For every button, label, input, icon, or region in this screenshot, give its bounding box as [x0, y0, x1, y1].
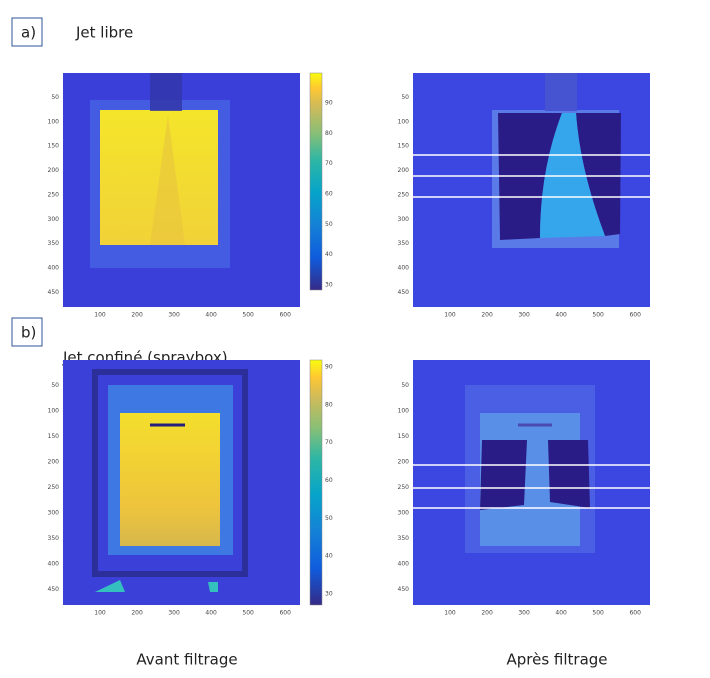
colorbar-tick-label: 30	[325, 282, 333, 289]
y-tick-label: 150	[48, 433, 60, 440]
y-tick-label: 350	[398, 535, 410, 542]
y-tick-label: 200	[398, 167, 410, 174]
filtered-map	[413, 360, 650, 605]
y-tick-label: 250	[398, 484, 410, 491]
colorbar-tick-label: 90	[325, 100, 333, 107]
y-tick-label: 100	[398, 408, 410, 415]
y-tick-label: 450	[398, 289, 410, 296]
y-tick-label: 50	[51, 382, 59, 389]
colorbar-tick-label: 60	[325, 191, 333, 198]
x-tick-label: 400	[555, 610, 567, 617]
y-tick-label: 200	[48, 167, 60, 174]
panel-label: b)	[21, 324, 36, 342]
x-tick-label: 100	[444, 312, 456, 319]
label-box	[11, 317, 43, 347]
x-tick-label: 500	[592, 610, 604, 617]
y-tick-label: 50	[401, 94, 409, 101]
y-tick-label: 200	[48, 459, 60, 466]
y-tick-label: 350	[48, 240, 60, 247]
x-tick-label: 100	[444, 610, 456, 617]
profile-label: H2	[683, 477, 704, 495]
x-tick-label: 600	[279, 610, 291, 617]
y-tick-label: 250	[398, 191, 410, 198]
colorbar-tick-label: 30	[325, 591, 333, 598]
y-tick-label: 450	[398, 586, 410, 593]
profile-label: H3	[693, 186, 710, 204]
colorbar-tick-label: 50	[325, 221, 333, 228]
y-tick-label: 350	[48, 535, 60, 542]
x-tick-label: 600	[629, 312, 641, 319]
y-tick-label: 100	[398, 118, 410, 125]
y-tick-label: 300	[48, 510, 60, 517]
panel-label: a)	[21, 24, 36, 42]
colorbar-tick-label: 60	[325, 477, 333, 484]
heatmap	[63, 73, 300, 307]
x-tick-label: 400	[205, 312, 217, 319]
x-tick-label: 100	[94, 312, 106, 319]
x-tick-label: 500	[242, 312, 254, 319]
y-tick-label: 400	[398, 561, 410, 568]
y-tick-label: 300	[398, 216, 410, 223]
y-tick-label: 250	[48, 191, 60, 198]
x-tick-label: 200	[131, 312, 143, 319]
colorbar	[309, 72, 323, 291]
y-tick-label: 250	[48, 484, 60, 491]
y-tick-label: 300	[48, 216, 60, 223]
colorbar-tick-label: 80	[325, 401, 333, 408]
y-tick-label: 50	[401, 382, 409, 389]
y-tick-label: 50	[51, 94, 59, 101]
caption: Après filtrage	[506, 651, 607, 669]
x-tick-label: 200	[131, 610, 143, 617]
label-box	[11, 17, 43, 47]
colorbar	[309, 359, 323, 606]
x-tick-label: 300	[168, 610, 180, 617]
y-tick-label: 150	[398, 143, 410, 150]
profile-label: H1	[683, 454, 704, 472]
x-tick-label: 200	[481, 610, 493, 617]
y-tick-label: 300	[398, 510, 410, 517]
x-tick-label: 300	[168, 312, 180, 319]
colorbar-tick-label: 90	[325, 364, 333, 371]
x-tick-label: 600	[629, 610, 641, 617]
y-tick-label: 200	[398, 459, 410, 466]
colorbar-tick-label: 80	[325, 130, 333, 137]
y-tick-label: 450	[48, 586, 60, 593]
x-tick-label: 300	[518, 312, 530, 319]
y-tick-label: 100	[48, 408, 60, 415]
x-tick-label: 100	[94, 610, 106, 617]
x-tick-label: 300	[518, 610, 530, 617]
colorbar-tick-label: 70	[325, 439, 333, 446]
heatmap	[63, 360, 300, 605]
x-tick-label: 200	[481, 312, 493, 319]
x-tick-label: 400	[555, 312, 567, 319]
colorbar-tick-label: 40	[325, 553, 333, 560]
y-tick-label: 400	[48, 265, 60, 272]
y-tick-label: 400	[398, 265, 410, 272]
y-tick-label: 150	[48, 143, 60, 150]
x-tick-label: 400	[205, 610, 217, 617]
filtered-map	[413, 73, 650, 307]
profile-label: H1	[693, 144, 710, 162]
x-tick-label: 600	[279, 312, 291, 319]
profile-label: H2	[693, 165, 710, 183]
x-tick-label: 500	[592, 312, 604, 319]
colorbar-tick-label: 50	[325, 515, 333, 522]
y-tick-label: 450	[48, 289, 60, 296]
y-tick-label: 350	[398, 240, 410, 247]
colorbar-tick-label: 70	[325, 160, 333, 167]
x-tick-label: 500	[242, 610, 254, 617]
caption: Avant filtrage	[136, 651, 237, 669]
colorbar-tick-label: 40	[325, 251, 333, 258]
y-tick-label: 150	[398, 433, 410, 440]
y-tick-label: 400	[48, 561, 60, 568]
panel-title: Jet libre	[75, 24, 133, 42]
profile-label: H3	[683, 497, 704, 515]
y-tick-label: 100	[48, 118, 60, 125]
